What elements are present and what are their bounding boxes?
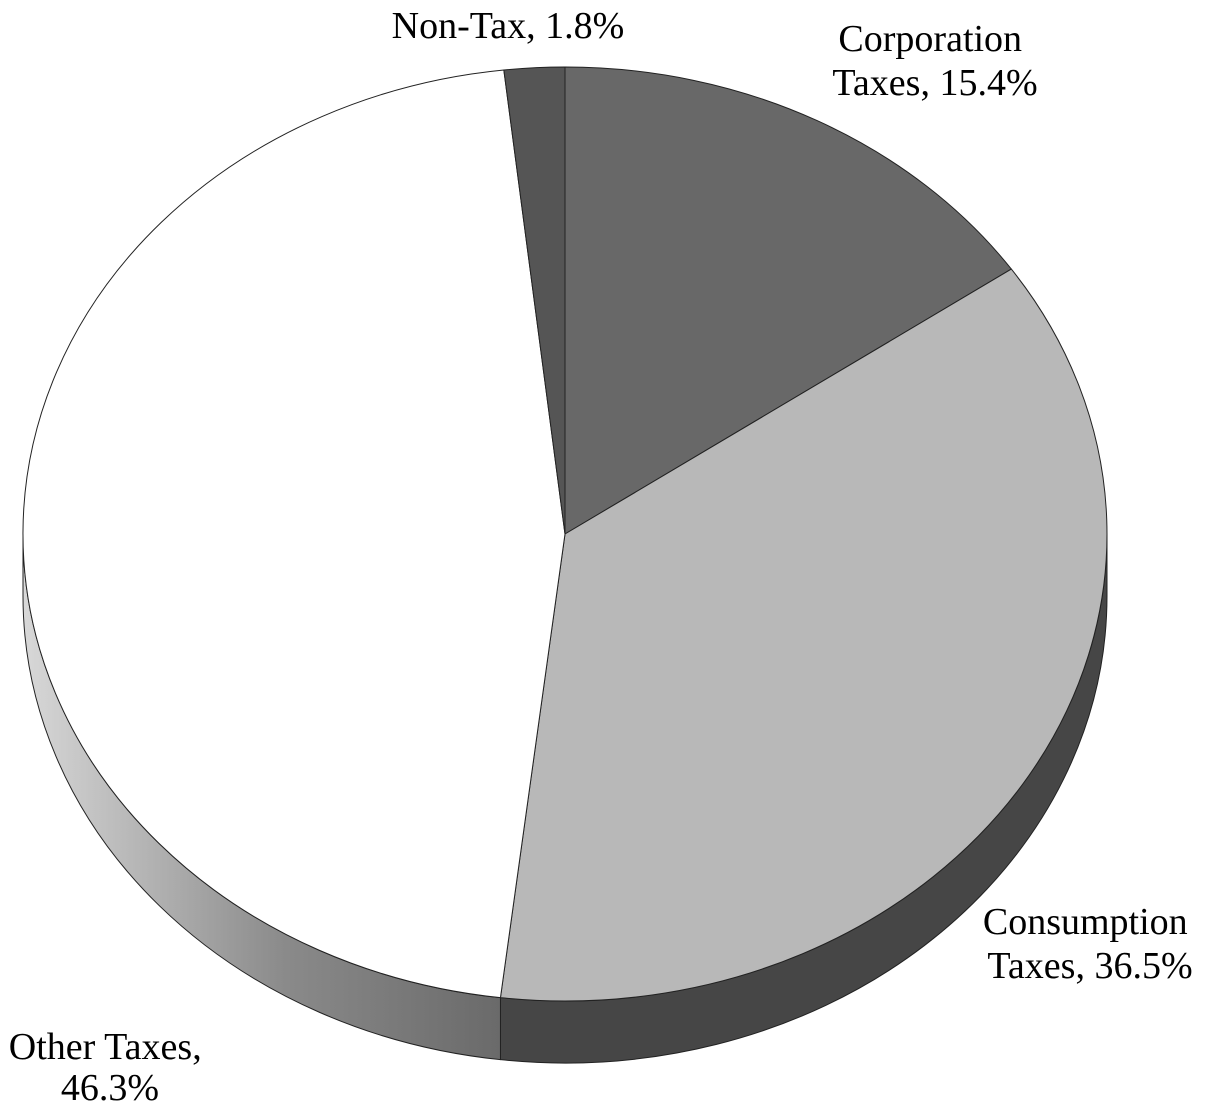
slice-other-taxes: [22, 69, 566, 999]
label-consumption-taxes: Consumption Taxes, 36.5%: [983, 901, 1197, 987]
slice-non-tax: [503, 66, 566, 535]
slice-consumption-taxes: [499, 268, 1108, 1002]
slice-corporation-taxes: [564, 66, 1012, 535]
pie-slices: [22, 66, 1108, 1002]
label-corporation-taxes: Corporation Taxes, 15.4%: [832, 18, 1037, 104]
label-non-tax: Non-Tax, 1.8%: [392, 5, 625, 47]
label-other-taxes: Other Taxes, 46.3%: [9, 1026, 211, 1106]
pie-labels: Non-Tax, 1.8% Corporation Taxes, 15.4% C…: [9, 5, 1197, 1106]
